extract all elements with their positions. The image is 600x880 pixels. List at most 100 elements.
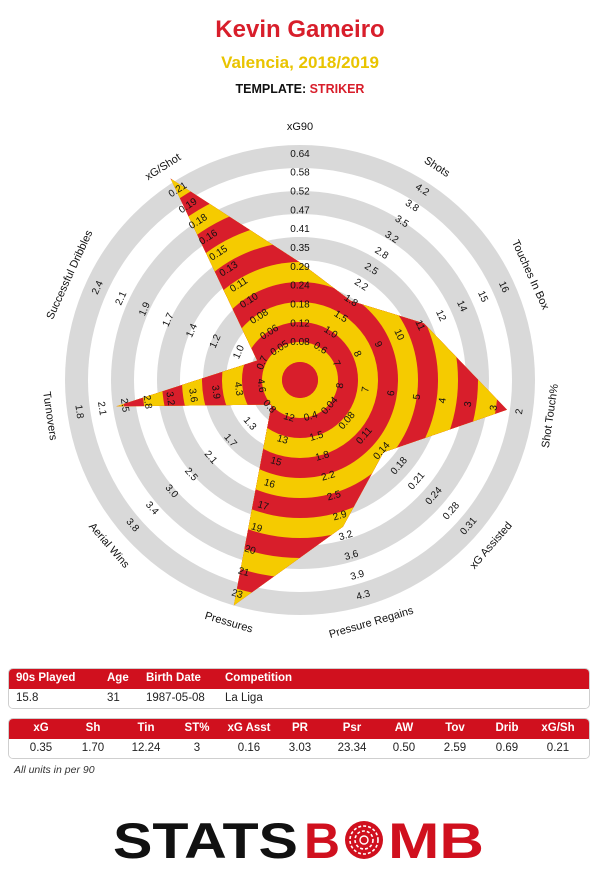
tick-label: 0.7 <box>255 354 271 372</box>
info-header-cell: 90s Played <box>16 672 76 684</box>
player-name: Kevin Gameiro <box>215 16 385 43</box>
axis-label: xG/Shot <box>143 151 183 183</box>
stats-header-cell: ST% <box>184 722 210 734</box>
stats-table-row: 0.35 1.70 12.24 3 0.16 3.03 23.34 0.50 2… <box>9 739 589 758</box>
info-header-cell: Birth Date <box>146 672 201 684</box>
tick-label: 0.24 <box>290 281 310 292</box>
tick-label: 2.8 <box>141 394 154 410</box>
tick-label: 16 <box>496 280 511 295</box>
tick-label: 0.4 <box>303 409 320 424</box>
info-header-cell: Competition <box>225 672 293 684</box>
tick-label: 0.12 <box>290 318 310 329</box>
tick-label: 0.47 <box>290 205 310 216</box>
stats-value-cell: 0.21 <box>546 742 570 754</box>
tick-label: 4 <box>437 397 449 405</box>
tick-label: 1.5 <box>308 429 325 444</box>
tick-label: 2.1 <box>114 289 130 307</box>
tick-label: 4.3 <box>355 588 372 603</box>
tick-label: 8 <box>335 382 347 390</box>
tick-label: 3.2 <box>338 529 355 544</box>
axis-label: Shots <box>422 155 453 181</box>
logo-target-o: O <box>345 821 383 859</box>
stats-header-cell: Sh <box>85 722 101 734</box>
logo-text-mb: MB <box>388 813 484 868</box>
tick-label: 1.0 <box>231 343 247 361</box>
radar-chart: 0.080.120.180.240.290.350.410.470.520.58… <box>40 121 561 641</box>
tick-label: 12 <box>282 411 296 425</box>
template-value: STRIKER <box>309 82 365 96</box>
stats-value-cell: 0.35 <box>29 742 53 754</box>
tick-label: 12 <box>433 308 448 323</box>
tick-label: 7 <box>330 359 342 369</box>
tick-label: 2.1 <box>95 401 108 417</box>
tick-label: 6 <box>386 389 398 397</box>
tick-label: 7 <box>360 386 372 394</box>
stats-table-header: xG Sh Tin ST% xG Asst PR Psr AW Tov Drib… <box>9 719 589 739</box>
axis-label: Turnovers <box>40 391 59 442</box>
logo-text-b: B <box>304 813 340 868</box>
template-line: TEMPLATE: STRIKER <box>0 82 600 96</box>
tick-label: 13 <box>276 433 290 447</box>
stats-value-cell: 3 <box>193 742 201 754</box>
logo-text-stats: STATS <box>113 813 298 868</box>
tick-label: 2.5 <box>118 398 131 414</box>
tick-label: 4.6 <box>254 378 267 394</box>
info-value-cell: 1987-05-08 <box>146 692 205 704</box>
info-header-cell: Age <box>107 672 129 684</box>
stats-value-cell: 1.70 <box>81 742 105 754</box>
tick-label: 3 <box>463 400 475 408</box>
stats-value-cell: 0.50 <box>392 742 416 754</box>
tick-label: 2 <box>514 408 526 416</box>
stats-value-cell: 23.34 <box>337 742 367 754</box>
tick-label: 1.7 <box>161 311 177 329</box>
tick-label: 19 <box>250 521 264 535</box>
stats-header-cell: Tov <box>445 722 465 734</box>
stats-table: xG Sh Tin ST% xG Asst PR Psr AW Tov Drib… <box>8 718 590 759</box>
tick-label: 1.8 <box>72 404 85 420</box>
stats-value-cell: 0.16 <box>237 742 261 754</box>
tick-label: 0.64 <box>290 149 310 160</box>
team-season: Valencia, 2018/2019 <box>221 53 379 72</box>
tick-label: 11 <box>412 318 426 332</box>
tick-label: 1.4 <box>184 322 200 340</box>
tick-label: 0.08 <box>290 337 310 348</box>
stats-header-cell: AW <box>394 722 414 734</box>
tick-label: 0.35 <box>290 243 310 254</box>
stats-value-cell: 12.24 <box>131 742 161 754</box>
tick-label: 2.4 <box>90 279 106 297</box>
tick-label: 23 <box>230 588 244 602</box>
tick-label: 21 <box>237 566 251 580</box>
stats-header-cell: xG <box>33 722 49 734</box>
stats-header-cell: Drib <box>495 722 519 734</box>
info-table-row: 15.8 31 1987-05-08 La Liga <box>9 689 589 708</box>
stats-header-cell: Psr <box>342 722 362 734</box>
tick-label: 8 <box>351 349 363 359</box>
tick-label: 0.29 <box>290 262 310 273</box>
info-value-cell: 15.8 <box>16 692 39 704</box>
tick-label: 15 <box>269 455 283 469</box>
tick-label: 5 <box>412 393 424 401</box>
axis-label: xG90 <box>287 121 313 133</box>
axis-label: Shot Touch% <box>540 383 561 449</box>
units-footnote: All units in per 90 <box>14 764 95 776</box>
tick-label: 17 <box>256 499 270 513</box>
info-value-cell: 31 <box>107 692 120 704</box>
info-value-cell: La Liga <box>225 692 263 704</box>
stats-value-cell: 0.69 <box>495 742 519 754</box>
tick-label: 0.52 <box>290 187 310 198</box>
info-table-header: 90s Played Age Birth Date Competition <box>9 669 589 689</box>
tick-label: 1.8 <box>314 449 331 464</box>
tick-label: 2.5 <box>326 489 343 504</box>
tick-label: 0.58 <box>290 168 310 179</box>
tick-label: 4.3 <box>232 381 245 397</box>
tick-label: 2.9 <box>332 509 349 524</box>
tick-label: 1.2 <box>208 332 224 350</box>
tick-label: 1.9 <box>137 300 153 318</box>
tick-label: 14 <box>454 299 469 314</box>
tick-label: 3.9 <box>349 568 366 583</box>
tick-label: 3.9 <box>209 385 222 401</box>
info-table: 90s Played Age Birth Date Competition 15… <box>8 668 590 709</box>
tick-label: 20 <box>243 543 257 557</box>
tick-label: 0.41 <box>290 224 310 235</box>
stats-value-cell: 2.59 <box>443 742 467 754</box>
